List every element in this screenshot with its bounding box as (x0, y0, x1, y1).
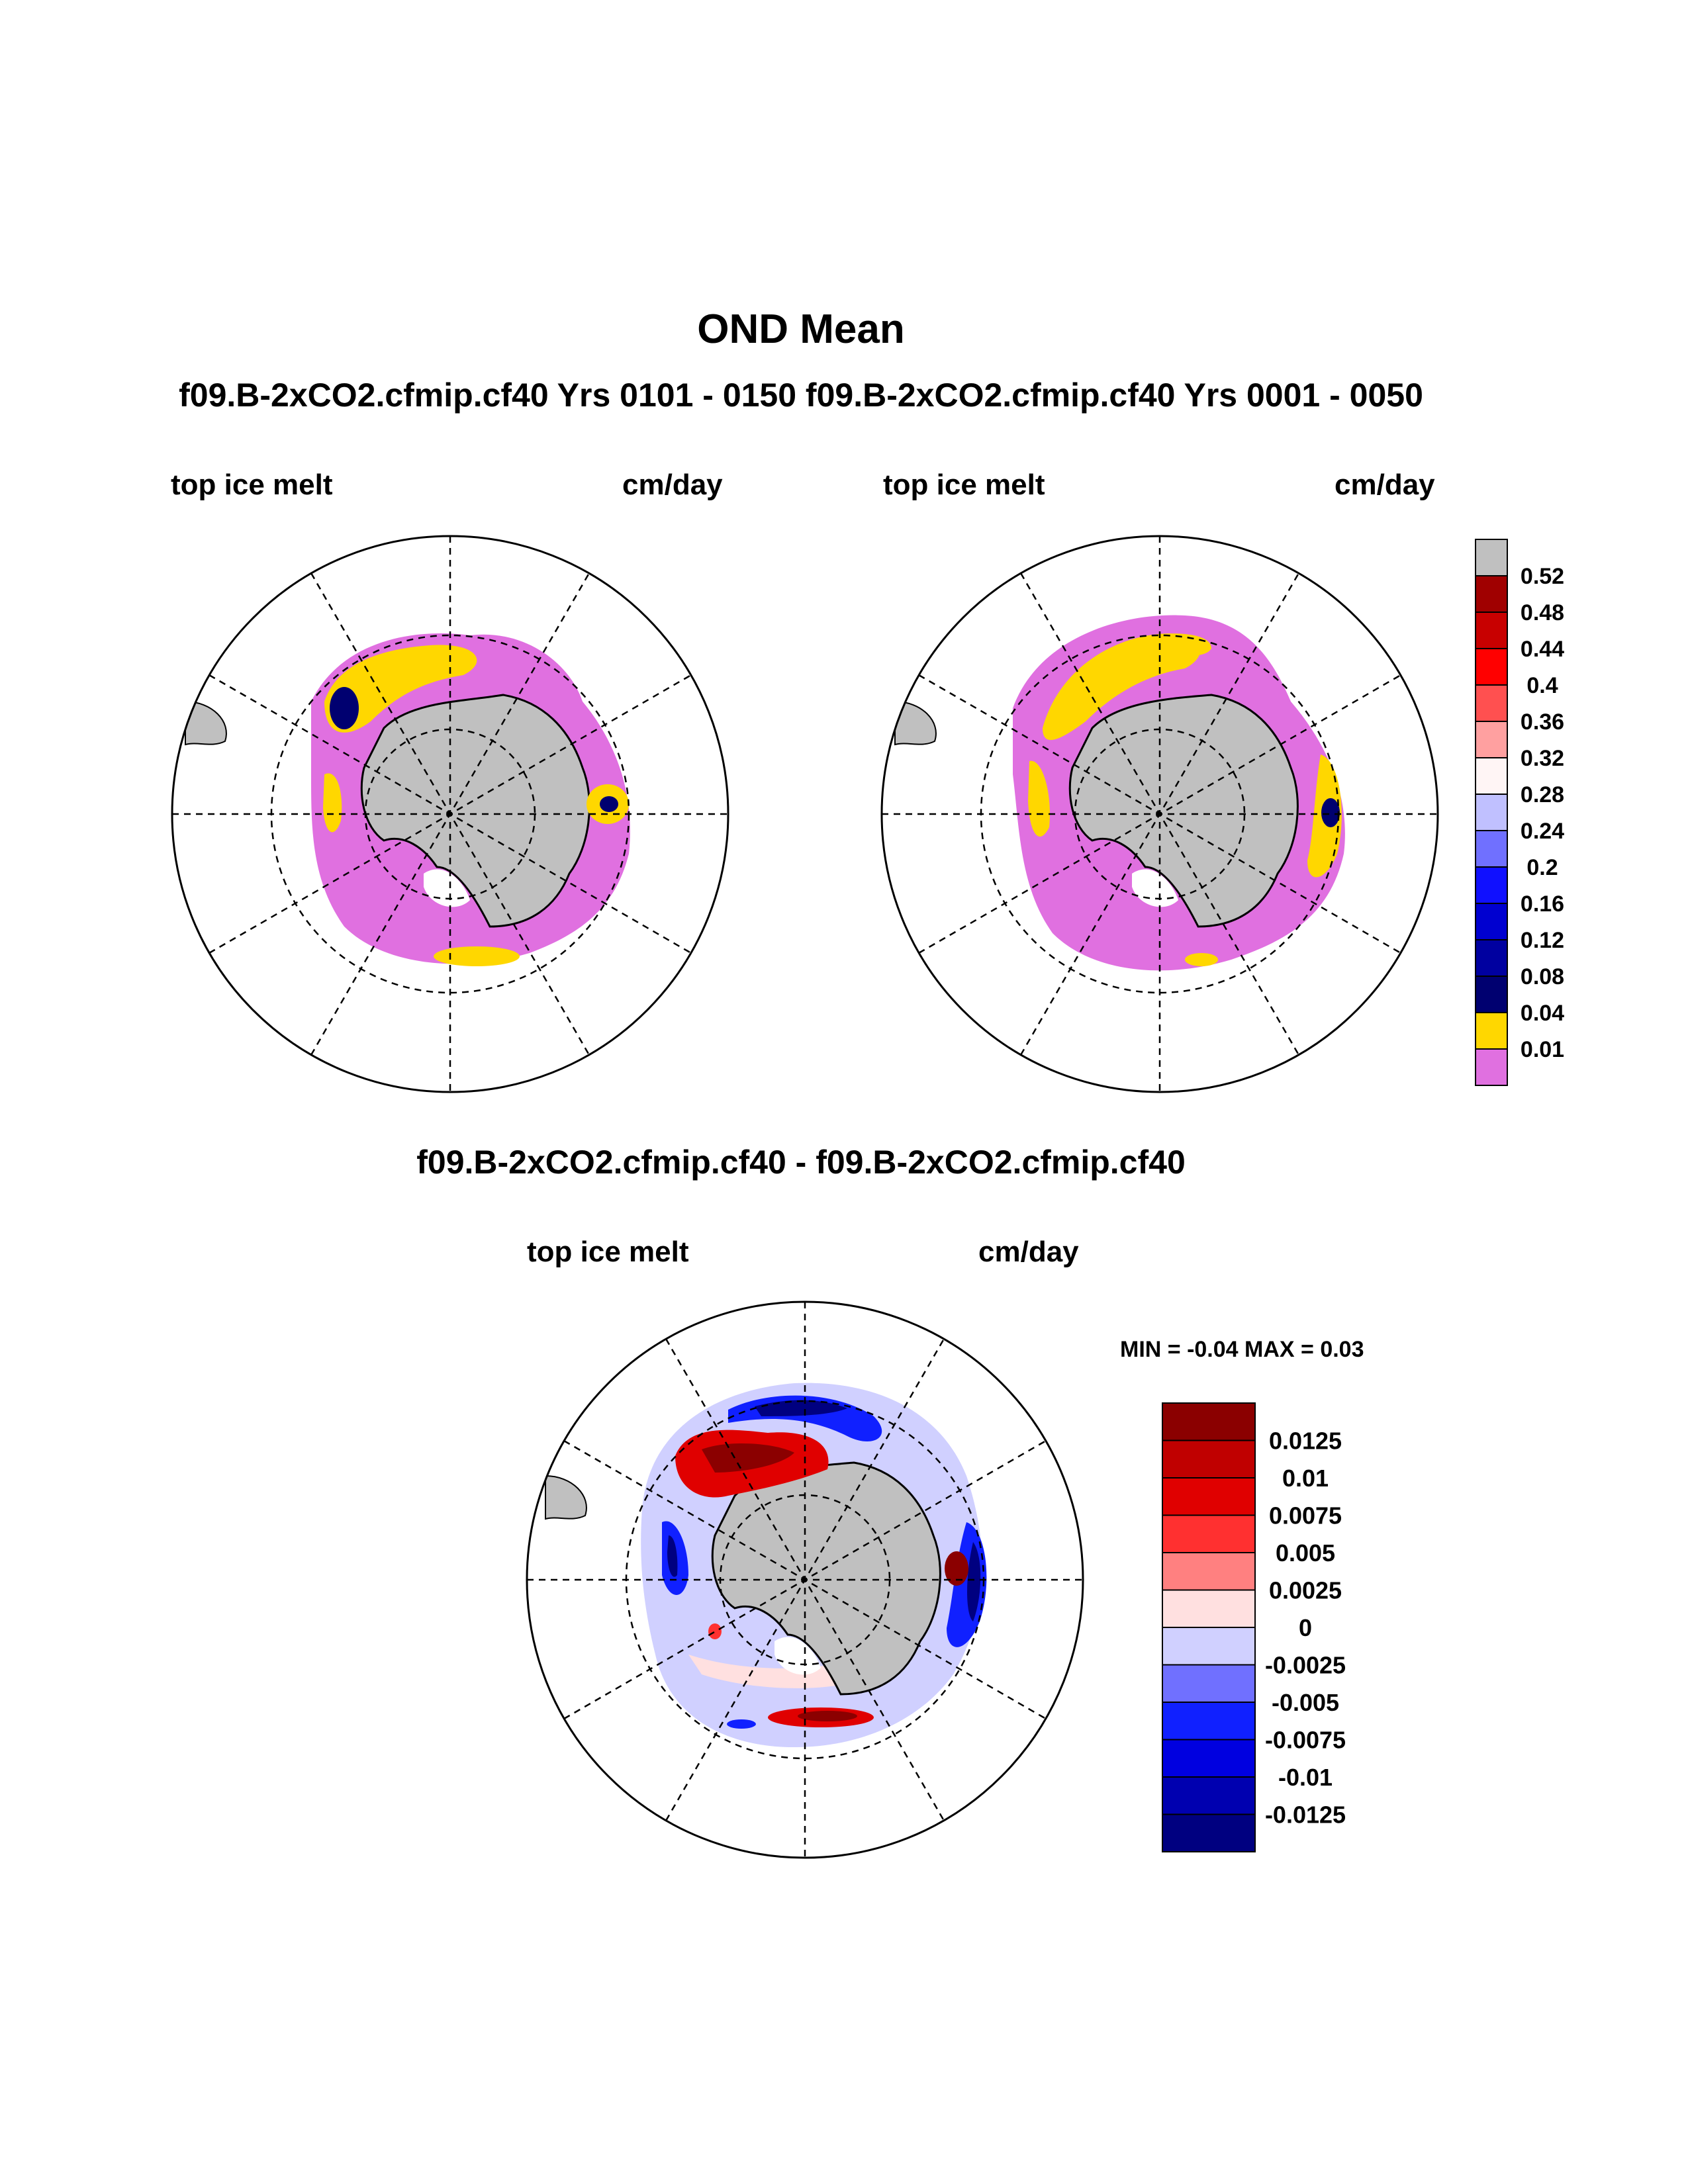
colorbar-difference: 0.0125 0.01 0.0075 0.005 0.0025 0 -0.0025 -0.00… (1162, 1402, 1346, 1852)
panel1-variable-label: top ice melt (171, 469, 333, 501)
main-title: OND Mean (697, 306, 905, 352)
colorbar-diff-tick-label: 0.01 (1282, 1465, 1329, 1492)
colorbar-diff-tick-label: 0 (1299, 1614, 1312, 1641)
colorbar-main-tick-label: 0.16 (1521, 891, 1564, 917)
min-max-label: MIN = -0.04 MAX = 0.03 (1120, 1337, 1364, 1362)
colorbar-main-swatch (1475, 939, 1508, 977)
antarctica-landmass-diff (711, 1461, 941, 1696)
colorbar-main-tick-label: 0.44 (1521, 637, 1564, 662)
antarctica-landmass (360, 694, 590, 928)
panel2-units-label: cm/day (1335, 469, 1435, 501)
colorbar-diff-swatch (1162, 1739, 1256, 1778)
colorbar-main-swatch (1475, 1048, 1508, 1086)
polar-map-difference (526, 1300, 1084, 1859)
colorbar-main-swatch (1475, 684, 1508, 722)
colorbar-main-swatch (1475, 903, 1508, 940)
subtitle: f09.B-2xCO2.cfmip.cf40 Yrs 0101 - 0150 f… (179, 377, 1423, 414)
melt-field-yellow-west-2 (1043, 633, 1201, 741)
colorbar-diff-tick-label: 0.0075 (1269, 1502, 1342, 1529)
colorbar-main-tick-label: 0.32 (1521, 746, 1564, 771)
colorbar-diff-swatch (1162, 1702, 1256, 1741)
colorbar-diff-tick-label: 0.0025 (1269, 1576, 1342, 1604)
colorbar-diff-swatch (1162, 1813, 1256, 1852)
colorbar-main-tick-label: 0.48 (1521, 600, 1564, 625)
colorbar-diff-tick-label: 0.0125 (1269, 1427, 1342, 1454)
colorbar-main-swatch (1475, 1012, 1508, 1050)
colorbar-main-swatch (1475, 721, 1508, 758)
colorbar-diff-swatch (1162, 1514, 1256, 1553)
colorbar-diff-swatch (1162, 1664, 1256, 1703)
diff-variable-label: top ice melt (527, 1236, 689, 1268)
colorbar-main-tick-label: 0.52 (1521, 564, 1564, 589)
colorbar-main-swatch (1475, 866, 1508, 904)
colorbar-main-swatch (1475, 575, 1508, 613)
colorbar-diff-tick-label: -0.01 (1278, 1764, 1333, 1791)
colorbar-diff-swatch (1162, 1477, 1256, 1516)
colorbar-diff-swatch (1162, 1776, 1256, 1815)
colorbar-main-tick-label: 0.12 (1521, 928, 1564, 953)
panel1-units-label: cm/day (622, 469, 723, 501)
colorbar-main-swatch (1475, 976, 1508, 1013)
colorbar-main-tick-label: 0.24 (1521, 819, 1564, 844)
difference-title: f09.B-2xCO2.cfmip.cf40 - f09.B-2xCO2.cfm… (416, 1144, 1186, 1181)
antarctica-landmass-2 (1068, 694, 1299, 928)
colorbar-diff-swatch (1162, 1402, 1256, 1441)
colorbar-main-tick-label: 0.01 (1521, 1037, 1564, 1062)
colorbar-main-tick-label: 0.28 (1521, 782, 1564, 807)
colorbar-main-tick-label: 0.36 (1521, 709, 1564, 735)
colorbar-diff-tick-label: -0.0125 (1265, 1801, 1346, 1828)
colorbar-main-swatch (1475, 830, 1508, 868)
colorbar-main-swatch (1475, 648, 1508, 686)
colorbar-main-swatch (1475, 539, 1508, 576)
colorbar-diff-tick-label: -0.0075 (1265, 1726, 1346, 1753)
colorbar-main-tick-label: 0.4 (1526, 673, 1558, 698)
colorbar-diff-swatch (1162, 1552, 1256, 1591)
colorbar-main-swatch (1475, 794, 1508, 831)
colorbar-main-tick-label: 0.2 (1526, 855, 1558, 880)
colorbar-main-swatch (1475, 757, 1508, 795)
colorbar-diff-swatch (1162, 1439, 1256, 1479)
colorbar-main-tick-label: 0.04 (1521, 1001, 1564, 1026)
colorbar-diff-tick-label: -0.0025 (1265, 1651, 1346, 1678)
melt-field-yellow-west (324, 645, 477, 733)
colorbar-main: 0.52 0.48 0.44 0.4 0.36 0.32 0.28 0.24 0.2 0.16 0.… (1475, 539, 1564, 1086)
colorbar-diff-swatch (1162, 1589, 1256, 1628)
diff-units-label: cm/day (978, 1236, 1079, 1268)
panel2-variable-label: top ice melt (883, 469, 1045, 501)
polar-map-panel-1 (171, 535, 729, 1093)
polar-map-panel-2 (880, 535, 1439, 1093)
colorbar-main-swatch (1475, 612, 1508, 649)
colorbar-diff-swatch (1162, 1627, 1256, 1666)
colorbar-diff-tick-label: -0.005 (1272, 1689, 1339, 1716)
colorbar-diff-tick-label: 0.005 (1276, 1539, 1335, 1567)
colorbar-main-tick-label: 0.08 (1521, 964, 1564, 989)
